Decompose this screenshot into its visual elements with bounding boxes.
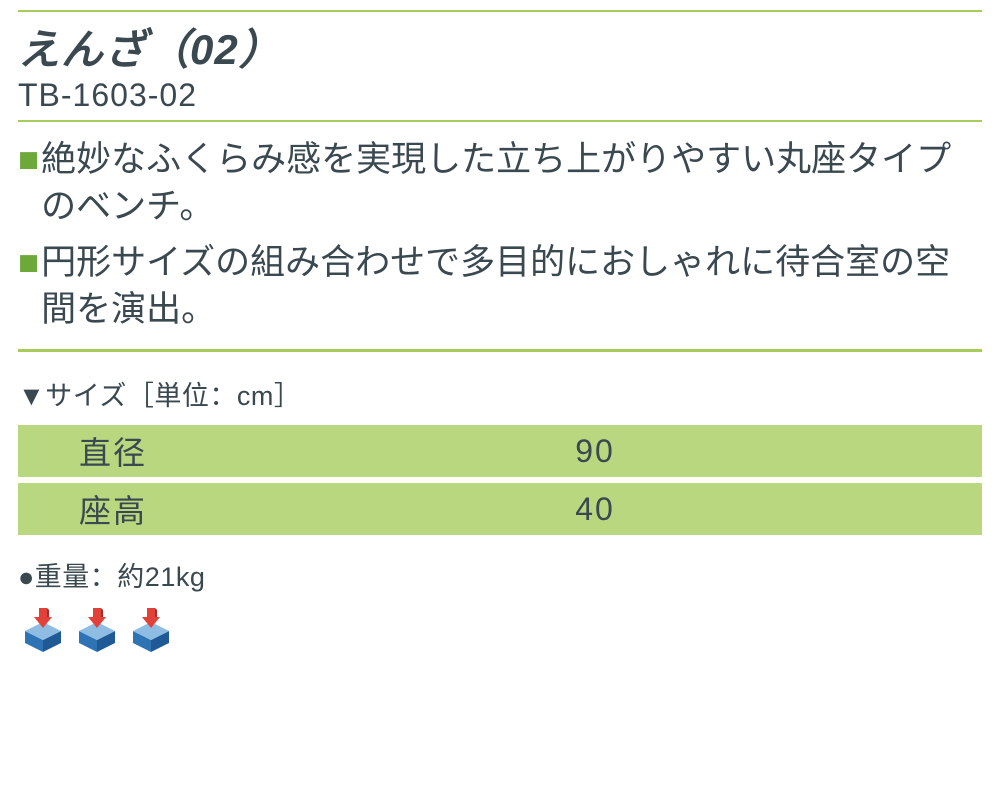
weight-text: ●重量：約21kg <box>18 541 982 604</box>
table-row: 直径 90 <box>18 425 982 477</box>
bullet-text: 絶妙なふくらみ感を実現した立ち上がりやすい丸座タイプのベンチ。 <box>41 136 982 231</box>
size-value: 40 <box>208 483 982 535</box>
package-arrow-icon <box>72 606 122 654</box>
feature-bullets: ■ 絶妙なふくらみ感を実現した立ち上がりやすい丸座タイプのベンチ。 ■ 円形サイ… <box>18 122 982 349</box>
size-table: 直径 90 座高 40 <box>18 419 982 541</box>
size-section-header: ▼サイズ［単位：cm］ <box>18 352 982 419</box>
size-label: 直径 <box>18 425 208 477</box>
bullet-square-icon: ■ <box>18 136 41 183</box>
size-value: 90 <box>208 425 982 477</box>
feature-bullet: ■ 絶妙なふくらみ感を実現した立ち上がりやすい丸座タイプのベンチ。 <box>18 132 982 235</box>
product-title: えんざ（02） <box>18 12 982 77</box>
model-number: TB-1603-02 <box>18 77 982 120</box>
package-arrow-icon <box>18 606 68 654</box>
table-row: 座高 40 <box>18 483 982 535</box>
feature-bullet: ■ 円形サイズの組み合わせで多目的におしゃれに待合室の空間を演出。 <box>18 235 982 338</box>
package-icons-row <box>18 604 982 654</box>
bullet-text: 円形サイズの組み合わせで多目的におしゃれに待合室の空間を演出。 <box>41 239 982 334</box>
package-arrow-icon <box>126 606 176 654</box>
bullet-square-icon: ■ <box>18 239 41 286</box>
size-label: 座高 <box>18 483 208 535</box>
